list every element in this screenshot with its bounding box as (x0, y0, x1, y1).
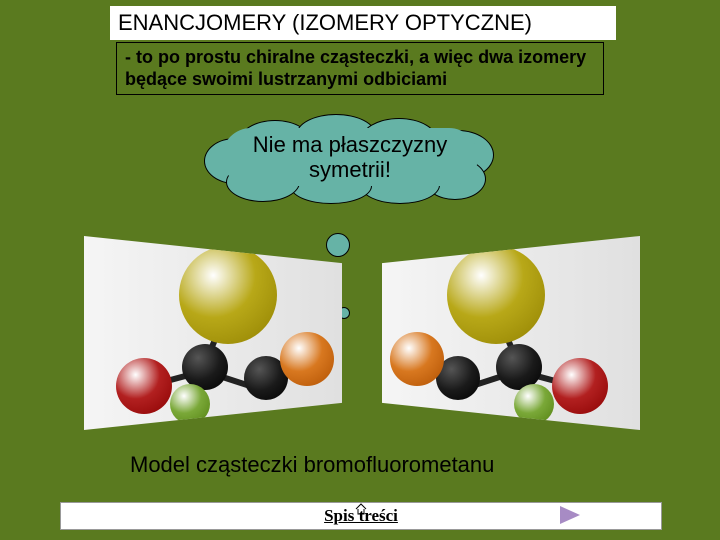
molecule-right (382, 236, 640, 430)
cloud-line1: Nie ma płaszczyzny (253, 132, 447, 157)
definition-box: - to po prostu chiralne cząsteczki, a wi… (116, 42, 604, 95)
caption-text: Model cząsteczki bromofluorometanu (130, 452, 494, 477)
callout-cloud: Nie ma płaszczyzny symetrii! (200, 118, 500, 208)
right-panel (382, 236, 640, 430)
cloud-line2: symetrii! (309, 157, 391, 182)
title-box: ENANCJOMERY (IZOMERY OPTYCZNE) (110, 6, 616, 40)
home-icon[interactable] (354, 502, 368, 516)
cloud-shape: Nie ma płaszczyzny symetrii! (200, 118, 500, 198)
next-arrow-icon[interactable] (560, 506, 580, 524)
definition-text: - to po prostu chiralne cząsteczki, a wi… (125, 47, 586, 89)
molecule-left (84, 236, 342, 430)
left-panel (84, 236, 342, 430)
caption: Model cząsteczki bromofluorometanu (130, 452, 494, 478)
title-text: ENANCJOMERY (IZOMERY OPTYCZNE) (118, 10, 532, 35)
cloud-text: Nie ma płaszczyzny symetrii! (200, 132, 500, 183)
slide: ENANCJOMERY (IZOMERY OPTYCZNE) - to po p… (0, 0, 720, 540)
